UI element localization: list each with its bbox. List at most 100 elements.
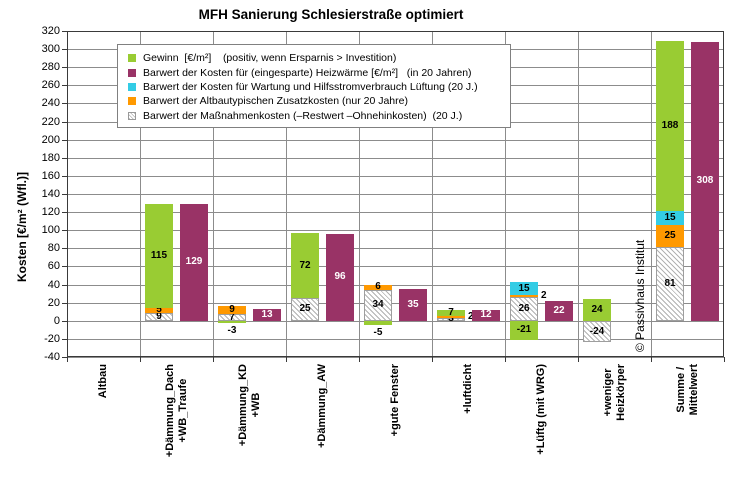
y-axis-tick [62,31,67,32]
y-axis-tick [62,230,67,232]
y-tick-label: 280 [41,61,60,74]
y-tick-label: 220 [41,115,60,128]
bar-value-label: 7 [229,311,235,323]
bar-heizwaerme [472,309,500,321]
bar-heizwaerme [253,309,281,321]
gridline [359,31,360,357]
bar-segment-massnahmen [583,320,611,343]
y-tick-label: 120 [41,206,60,219]
chart-legend: Gewinn [€/m²] (positiv, wenn Ersparnis >… [117,44,511,128]
y-axis-tick [62,103,67,105]
bar-segment-gewinn [145,203,173,309]
x-category-label: Altbau [97,364,109,399]
legend-item: Barwert der Altbautypischen Zusatzkosten… [128,94,510,108]
bar-segment-massnahmen [291,298,319,321]
bar-value-label: 26 [518,303,530,314]
bar-segment-gewinn [364,320,392,326]
bar-heizwaerme [545,300,573,321]
y-axis-tick [62,357,67,358]
y-axis-tick [62,320,67,322]
x-axis-tick [286,357,287,362]
gridline [67,230,724,232]
legend-label: Gewinn [€/m²] (positiv, wenn Ersparnis >… [143,52,397,65]
y-axis-tick [62,248,67,250]
gridline [286,31,287,357]
gridline [67,139,724,141]
bar-segment-massnahmen [510,297,538,321]
legend-swatch-wartung [128,82,136,91]
bar-value-label: 115 [150,250,168,262]
bar-value-label: 13 [261,308,273,320]
y-axis-tick [62,175,67,177]
bar-segment-gewinn [510,320,538,340]
legend-item: Gewinn [€/m²] (positiv, wenn Ersparnis >… [128,51,510,65]
y-tick-label: 200 [41,133,60,146]
x-axis-tick [359,357,360,362]
x-axis-tick [724,357,725,362]
gridline [67,338,724,340]
chart-title: MFH Sanierung Schlesierstraße optimiert [198,7,464,22]
bar-heizwaerme [691,41,719,321]
y-axis-tick [62,212,67,214]
y-axis-tick [62,266,67,268]
y-axis-tick [62,67,67,69]
gridline [651,31,652,357]
bar-segment-gewinn [656,40,684,212]
legend-item: Barwert der Maßnahmenkosten (–Restwert –… [128,109,510,123]
y-axis-tick [62,139,67,141]
bar-segment-zusatz [510,295,538,298]
y-axis-tick [62,121,67,123]
bar-value-label: -24 [589,325,605,337]
y-tick-label: 240 [41,97,60,110]
y-axis-tick [62,284,67,286]
gridline [213,31,214,357]
bar-segment-massnahmen [656,247,684,321]
bar-value-label: -3 [227,325,237,337]
x-axis-tick [432,357,433,362]
y-axis-tick [62,49,67,51]
gridline [578,31,579,357]
bar-value-label: 96 [334,271,346,283]
y-tick-label: 140 [41,188,60,200]
gridline [67,248,724,250]
gridline [67,175,724,177]
bar-segment-gewinn [218,320,246,324]
x-category-label: Summe / Mittelwert [674,364,700,416]
y-axis-tick [62,157,67,159]
bar-value-label: 72 [299,259,311,271]
legend-label: Barwert der Kosten für Wartung und Hilfs… [143,80,478,93]
bar-segment-gewinn [437,309,465,317]
gridline [67,357,724,358]
y-tick-label: -20 [44,332,60,345]
x-category-label: +weniger Heizkörper [601,364,627,421]
bar-segment-massnahmen [364,289,392,321]
bar-heizwaerme [399,289,427,321]
y-axis-tick [62,338,67,340]
bar-value-label: 35 [407,298,419,310]
x-category-label: +Dämmung_Dach +WB_Traufe [163,364,189,458]
bar-value-label: 12 [480,309,492,321]
x-axis-tick [213,357,214,362]
x-axis-tick [140,357,141,362]
bar-segment-massnahmen [218,314,246,321]
x-category-label: +Dämmung_KD +WB [236,364,262,447]
y-axis-tick [62,85,67,87]
y-tick-label: 20 [47,296,60,309]
bar-value-label: -5 [373,327,383,339]
gridline [140,31,141,357]
x-axis-tick [67,357,68,362]
bar-value-label: 15 [664,211,676,223]
bar-value-label: 25 [664,230,676,242]
y-tick-label: 160 [41,169,60,182]
bar-value-label: 24 [591,303,603,315]
plot-border [67,31,724,357]
y-tick-label: 60 [47,260,60,273]
bar-segment-gewinn [291,232,319,299]
bar-segment-gewinn [583,299,611,321]
gridline [67,194,724,195]
bar-value-label: 2 [541,290,547,302]
bar-segment-massnahmen [437,318,465,321]
y-tick-label: 300 [41,43,60,56]
bar-segment-zusatz [364,284,392,290]
